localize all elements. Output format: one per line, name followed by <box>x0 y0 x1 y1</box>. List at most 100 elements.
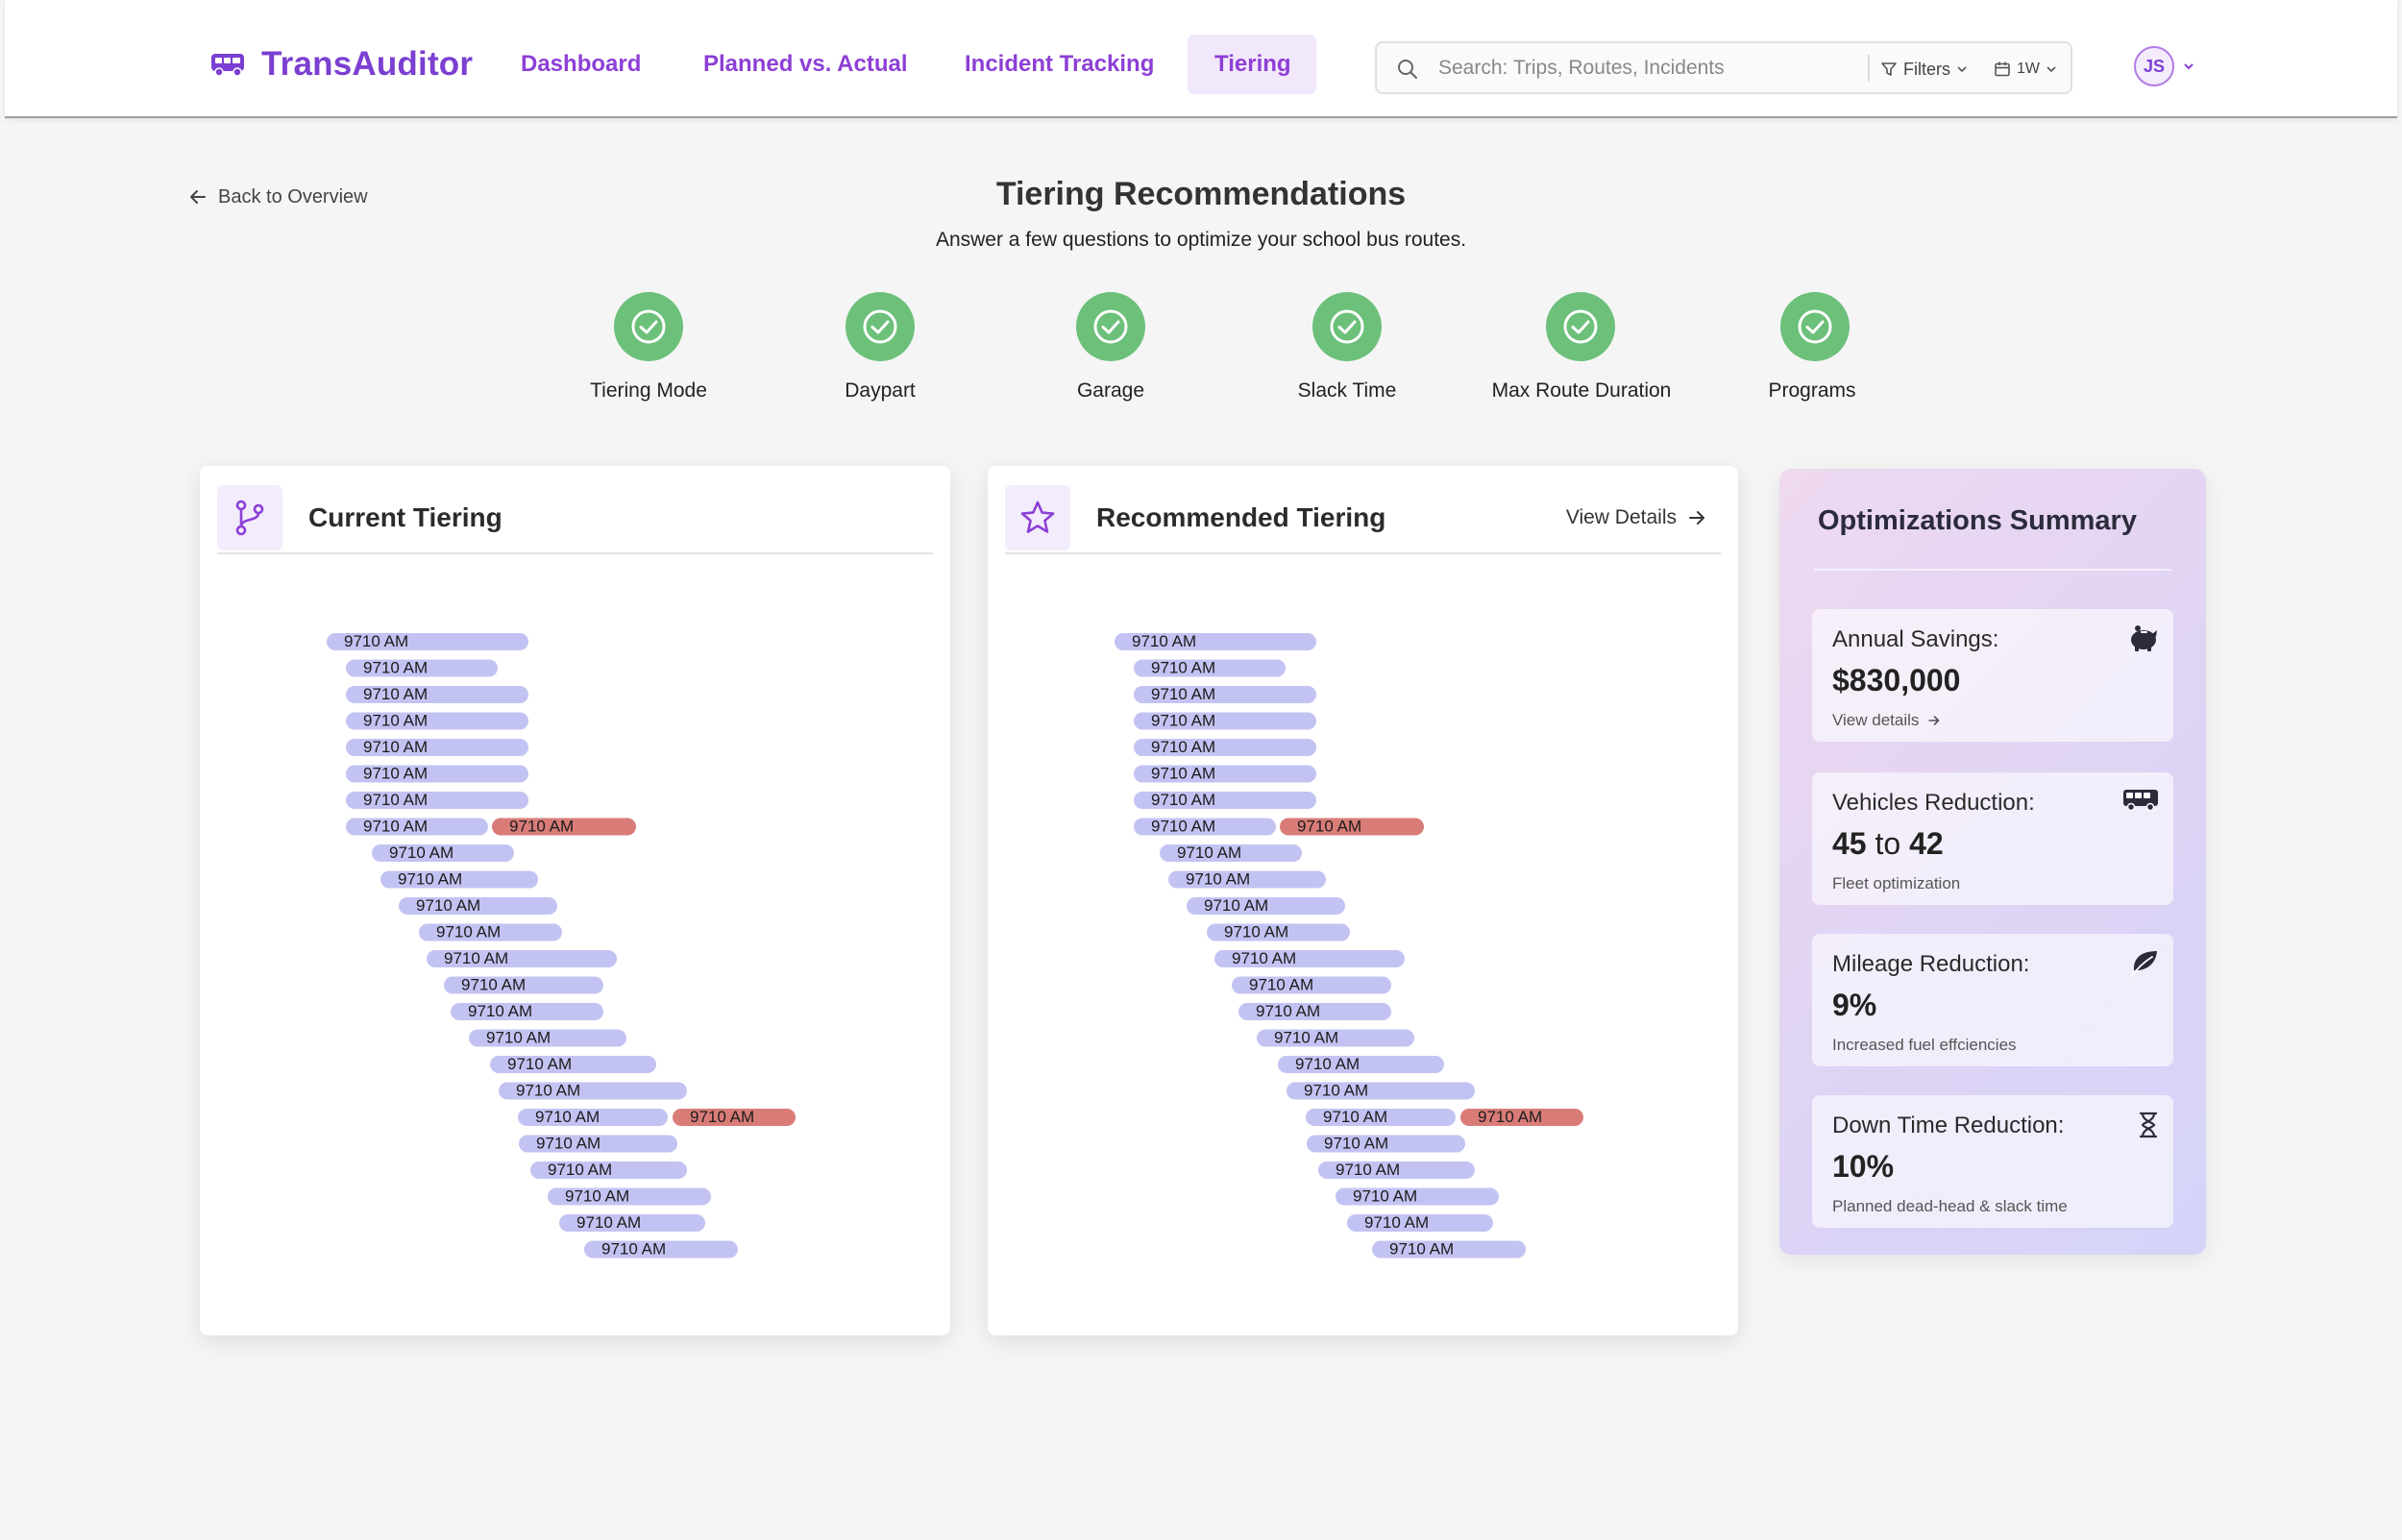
tier-trip-2[interactable]: 9710 AM <box>1134 685 1316 703</box>
tier-trip-13[interactable]: 9710 AM <box>1232 976 1391 994</box>
tier-trip-3[interactable]: 9710 AM <box>1134 712 1316 730</box>
nav-tiering[interactable]: Tiering <box>1188 35 1316 94</box>
tier-trip-7[interactable]: 9710 AM <box>1134 818 1276 836</box>
tier-trip-5[interactable]: 9710 AM <box>346 765 528 783</box>
tier-trip-17[interactable]: 9710 AM <box>1287 1082 1475 1100</box>
view-details-link[interactable]: View Details <box>1566 506 1707 529</box>
stat-label: Down Time Reduction: <box>1832 1112 2065 1138</box>
tier-conflict-trip-7-label: 9710 AM <box>1297 818 1361 836</box>
tier-trip-20[interactable]: 9710 AM <box>530 1161 687 1179</box>
tier-trip-16[interactable]: 9710 AM <box>1278 1055 1444 1073</box>
tier-trip-15[interactable]: 9710 AM <box>469 1029 626 1047</box>
step-max-route-duration[interactable]: Max Route Duration <box>1466 292 1697 403</box>
arrow-right-icon <box>1928 716 1940 725</box>
tier-trip-13[interactable]: 9710 AM <box>444 976 603 994</box>
tier-trip-23[interactable]: 9710 AM <box>1372 1240 1526 1259</box>
tier-trip-0[interactable]: 9710 AM <box>327 632 528 650</box>
tier-trip-8[interactable]: 9710 AM <box>372 843 514 862</box>
tier-trip-10-bar <box>399 897 557 915</box>
tier-conflict-trip-7[interactable]: 9710 AM <box>1280 818 1424 836</box>
tier-trip-13-label: 9710 AM <box>1249 976 1313 994</box>
tier-trip-19[interactable]: 9710 AM <box>519 1135 677 1153</box>
tier-trip-17[interactable]: 9710 AM <box>499 1082 687 1100</box>
step-check-icon <box>1546 292 1615 361</box>
tier-trip-7-label: 9710 AM <box>1151 818 1215 836</box>
tier-trip-21[interactable]: 9710 AM <box>548 1187 711 1206</box>
view-details-link[interactable]: View details <box>1832 711 1942 730</box>
tier-trip-1[interactable]: 9710 AM <box>346 659 498 677</box>
tier-trip-7[interactable]: 9710 AM <box>346 818 488 836</box>
step-slack-time[interactable]: Slack Time <box>1232 292 1462 403</box>
tier-trip-19[interactable]: 9710 AM <box>1307 1135 1465 1153</box>
step-tiering-mode[interactable]: Tiering Mode <box>533 292 764 403</box>
tier-conflict-trip-18[interactable]: 9710 AM <box>1460 1108 1583 1126</box>
nav-dashboard[interactable]: Dashboard <box>521 51 642 77</box>
search-icon <box>1398 60 1417 79</box>
step-programs[interactable]: Programs <box>1697 292 1927 403</box>
hourglass-icon <box>2139 1112 2158 1138</box>
tier-trip-7-bar <box>346 818 488 836</box>
tier-trip-1-bar <box>1134 659 1286 677</box>
tier-trip-14[interactable]: 9710 AM <box>451 1002 603 1020</box>
tier-trip-2[interactable]: 9710 AM <box>346 685 528 703</box>
date-range-button[interactable]: 1W <box>1994 55 2057 84</box>
tier-trip-5[interactable]: 9710 AM <box>1134 765 1316 783</box>
tier-trip-1[interactable]: 9710 AM <box>1134 659 1286 677</box>
back-to-overview-link[interactable]: Back to Overview <box>187 183 368 210</box>
tier-trip-14[interactable]: 9710 AM <box>1238 1002 1391 1020</box>
brand[interactable]: TransAuditor <box>209 40 473 88</box>
tier-trip-10[interactable]: 9710 AM <box>399 896 557 915</box>
arrow-right-icon <box>1689 511 1704 525</box>
tier-trip-11[interactable]: 9710 AM <box>419 923 562 941</box>
tier-trip-22[interactable]: 9710 AM <box>559 1213 705 1232</box>
stat-label: Vehicles Reduction: <box>1832 790 2035 816</box>
tier-trip-10-label: 9710 AM <box>416 896 480 915</box>
user-avatar[interactable]: JS <box>2134 46 2174 86</box>
tier-trip-9[interactable]: 9710 AM <box>1168 870 1326 889</box>
tier-trip-21-label: 9710 AM <box>1353 1187 1417 1206</box>
chevron-down-icon <box>2047 66 2056 73</box>
filters-button[interactable]: Filters <box>1880 55 1968 84</box>
tier-trip-23-label: 9710 AM <box>1389 1240 1454 1259</box>
tier-conflict-trip-7[interactable]: 9710 AM <box>492 818 636 836</box>
tier-trip-11[interactable]: 9710 AM <box>1207 923 1350 941</box>
tier-trip-15[interactable]: 9710 AM <box>1257 1029 1414 1047</box>
tier-trip-4-bar <box>346 739 528 756</box>
step-daypart[interactable]: Daypart <box>765 292 995 403</box>
tier-trip-14-label: 9710 AM <box>1256 1002 1320 1020</box>
tier-trip-22[interactable]: 9710 AM <box>1347 1213 1493 1232</box>
view-details-label: View Details <box>1565 506 1677 528</box>
tier-trip-4[interactable]: 9710 AM <box>1134 738 1316 756</box>
tier-trip-16[interactable]: 9710 AM <box>490 1055 656 1073</box>
tier-conflict-trip-18[interactable]: 9710 AM <box>673 1108 796 1126</box>
search-input[interactable] <box>1438 53 1871 84</box>
recommended-tiering-card: Recommended Tiering View Details 9710 AM… <box>988 466 1738 1335</box>
tier-trip-19-bar <box>519 1135 677 1153</box>
tier-trip-18[interactable]: 9710 AM <box>518 1108 668 1126</box>
nav-incident-tracking[interactable]: Incident Tracking <box>965 51 1155 77</box>
tier-trip-6[interactable]: 9710 AM <box>346 791 528 809</box>
tier-trip-10[interactable]: 9710 AM <box>1187 896 1345 915</box>
tier-trip-12[interactable]: 9710 AM <box>427 949 617 967</box>
tier-trip-1-label: 9710 AM <box>363 659 428 677</box>
tier-trip-3[interactable]: 9710 AM <box>346 712 528 730</box>
tier-trip-0[interactable]: 9710 AM <box>1115 632 1316 650</box>
tier-trip-4[interactable]: 9710 AM <box>346 738 528 756</box>
nav-planned-vs-actual[interactable]: Planned vs. Actual <box>703 51 908 77</box>
chevron-down-icon[interactable] <box>2182 60 2195 73</box>
tier-trip-18[interactable]: 9710 AM <box>1306 1108 1456 1126</box>
tier-trip-20[interactable]: 9710 AM <box>1318 1161 1475 1179</box>
tier-trip-22-bar <box>1347 1214 1493 1232</box>
tier-trip-12[interactable]: 9710 AM <box>1214 949 1405 967</box>
tier-trip-8[interactable]: 9710 AM <box>1160 843 1302 862</box>
tier-trip-23[interactable]: 9710 AM <box>584 1240 738 1259</box>
tier-trip-16-bar <box>1278 1056 1444 1073</box>
tier-trip-6[interactable]: 9710 AM <box>1134 791 1316 809</box>
tier-trip-20-label: 9710 AM <box>548 1161 612 1179</box>
step-garage[interactable]: Garage <box>995 292 1226 403</box>
tier-trip-21[interactable]: 9710 AM <box>1336 1187 1499 1206</box>
page-title: Tiering Recommendations <box>995 176 1407 212</box>
tier-trip-9[interactable]: 9710 AM <box>380 870 538 889</box>
tier-trip-10-bar <box>1187 897 1345 915</box>
step-label: Max Route Duration <box>1491 379 1672 402</box>
